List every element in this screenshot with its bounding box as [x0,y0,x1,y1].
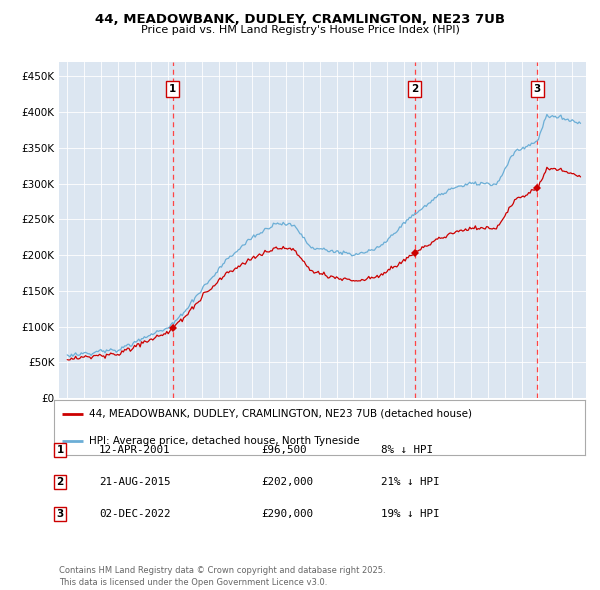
Text: 19% ↓ HPI: 19% ↓ HPI [381,509,439,519]
Text: 44, MEADOWBANK, DUDLEY, CRAMLINGTON, NE23 7UB (detached house): 44, MEADOWBANK, DUDLEY, CRAMLINGTON, NE2… [89,409,472,419]
Text: 1: 1 [169,84,176,94]
Text: HPI: Average price, detached house, North Tyneside: HPI: Average price, detached house, Nort… [89,436,359,446]
Text: £202,000: £202,000 [261,477,313,487]
Text: Price paid vs. HM Land Registry's House Price Index (HPI): Price paid vs. HM Land Registry's House … [140,25,460,35]
Text: 2: 2 [411,84,418,94]
Text: 02-DEC-2022: 02-DEC-2022 [99,509,170,519]
Text: 3: 3 [56,509,64,519]
Text: 21-AUG-2015: 21-AUG-2015 [99,477,170,487]
Text: 12-APR-2001: 12-APR-2001 [99,445,170,455]
Text: 2: 2 [56,477,64,487]
Text: £96,500: £96,500 [261,445,307,455]
Text: Contains HM Land Registry data © Crown copyright and database right 2025.
This d: Contains HM Land Registry data © Crown c… [59,566,385,587]
Text: £290,000: £290,000 [261,509,313,519]
Text: 21% ↓ HPI: 21% ↓ HPI [381,477,439,487]
Text: 1: 1 [56,445,64,455]
Text: 44, MEADOWBANK, DUDLEY, CRAMLINGTON, NE23 7UB: 44, MEADOWBANK, DUDLEY, CRAMLINGTON, NE2… [95,13,505,26]
Text: 3: 3 [533,84,541,94]
Text: 8% ↓ HPI: 8% ↓ HPI [381,445,433,455]
